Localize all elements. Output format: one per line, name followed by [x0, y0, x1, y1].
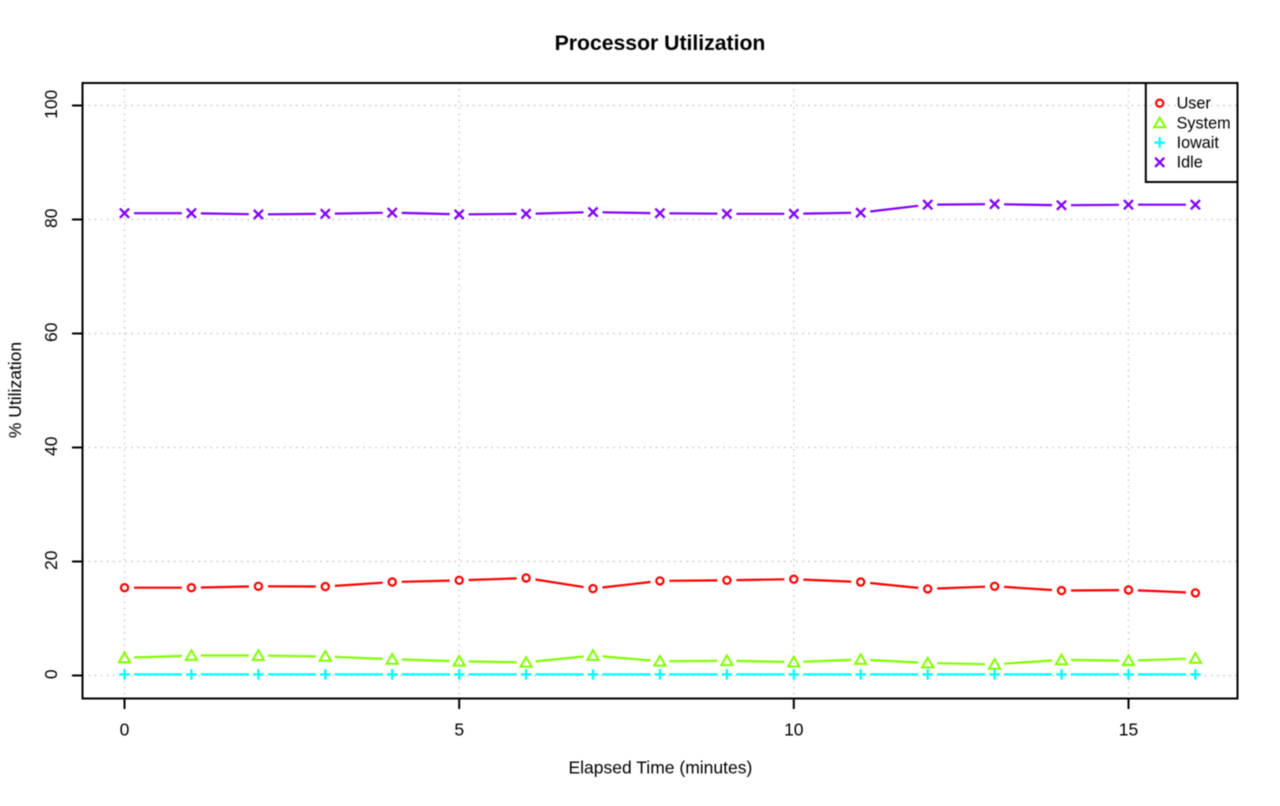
- svg-text:10: 10: [784, 720, 804, 740]
- svg-text:Idle: Idle: [1177, 154, 1203, 172]
- svg-text:5: 5: [454, 720, 464, 740]
- svg-text:Iowait: Iowait: [1177, 134, 1220, 152]
- svg-text:Processor Utilization: Processor Utilization: [555, 32, 766, 55]
- svg-text:Elapsed Time (minutes): Elapsed Time (minutes): [568, 758, 752, 778]
- svg-text:60: 60: [41, 322, 61, 342]
- svg-text:20: 20: [41, 550, 61, 570]
- svg-text:User: User: [1177, 95, 1212, 113]
- svg-text:System: System: [1177, 114, 1231, 132]
- svg-text:0: 0: [120, 720, 130, 740]
- svg-text:0: 0: [41, 669, 61, 679]
- svg-text:% Utilization: % Utilization: [5, 342, 25, 438]
- svg-text:80: 80: [41, 208, 61, 228]
- svg-text:15: 15: [1119, 720, 1138, 740]
- svg-text:40: 40: [41, 436, 61, 456]
- svg-text:100: 100: [41, 89, 61, 118]
